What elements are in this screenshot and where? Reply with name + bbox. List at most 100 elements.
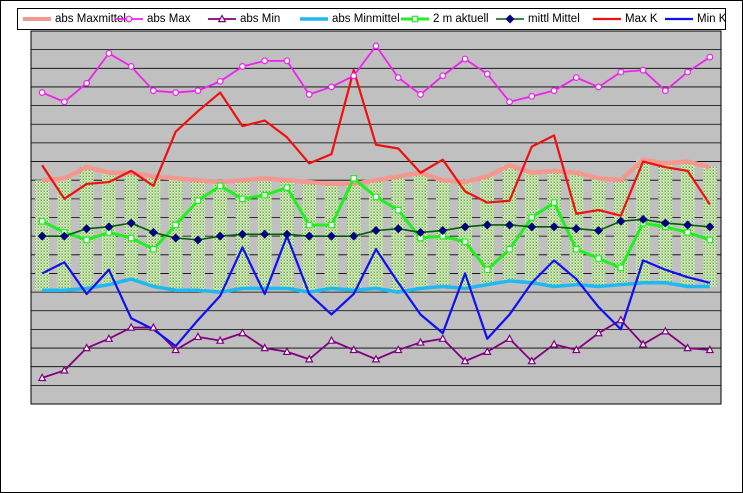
point-abs-min <box>349 345 359 354</box>
point-abs-max <box>684 68 692 76</box>
point-mittl-mittel <box>282 229 292 239</box>
point-abs-max <box>417 91 424 98</box>
point-mittl-mittel <box>260 229 270 239</box>
legend-label: abs Min <box>240 13 281 25</box>
point-abs-max <box>239 63 246 70</box>
point-mittl-mittel <box>193 235 203 245</box>
point-abs-max <box>305 91 313 98</box>
point-2-m-aktuell <box>394 206 402 214</box>
point-abs-max <box>506 98 513 106</box>
point-2-m-aktuell <box>506 245 513 253</box>
point-mittl-mittel <box>104 222 114 232</box>
point-2-m-aktuell <box>483 266 491 274</box>
legend-label: mittl Mittel <box>528 13 580 25</box>
point-abs-min <box>393 345 403 354</box>
point-mittl-mittel <box>482 220 492 230</box>
point-mittl-mittel <box>660 218 670 228</box>
point-abs-min <box>705 345 715 354</box>
point-abs-max <box>150 87 157 95</box>
point-2-m-aktuell <box>528 214 536 221</box>
point-abs-min <box>215 335 225 344</box>
legend-swatch <box>23 17 51 21</box>
range-bar <box>391 176 406 293</box>
point-abs-max <box>550 87 558 95</box>
point-mittl-mittel <box>549 222 559 232</box>
point-abs-min <box>638 339 648 348</box>
legend-label: abs Max <box>147 13 191 25</box>
point-abs-max <box>595 83 602 91</box>
legend-label: Max K <box>625 13 658 25</box>
point-abs-max <box>38 89 46 96</box>
legend-item-abs-min: abs Min <box>207 9 280 29</box>
point-2-m-aktuell <box>150 245 157 253</box>
point-abs-max <box>372 42 380 50</box>
point-2-m-aktuell <box>305 221 313 229</box>
legend-label: Min K <box>697 13 727 25</box>
point-mittl-mittel <box>393 224 403 234</box>
point-abs-min <box>282 347 292 355</box>
point-mittl-mittel <box>438 226 448 236</box>
legend-marker <box>217 14 227 23</box>
point-abs-max <box>216 77 224 85</box>
legend-item-abs-max: abs Max <box>114 9 190 29</box>
point-2-m-aktuell <box>127 234 135 242</box>
point-abs-min <box>60 365 69 374</box>
point-2-m-aktuell <box>684 229 691 236</box>
point-abs-min <box>594 328 603 337</box>
point-2-m-aktuell <box>172 221 179 229</box>
legend-item-max-k: Max K <box>592 9 658 29</box>
point-mittl-mittel <box>215 231 225 241</box>
legend-label: abs Maxmittel <box>55 13 126 25</box>
legend-swatch <box>300 17 328 21</box>
legend-item-min-k: Min K <box>664 9 726 29</box>
point-mittl-mittel <box>505 220 515 230</box>
point-abs-max <box>528 92 536 100</box>
point-abs-min <box>37 373 47 382</box>
point-2-m-aktuell <box>461 238 469 246</box>
point-mittl-mittel <box>705 222 715 232</box>
point-abs-min <box>616 315 626 324</box>
point-abs-min <box>171 345 180 354</box>
point-mittl-mittel <box>237 229 247 239</box>
legend-marker <box>411 15 419 23</box>
point-mittl-mittel <box>171 233 181 243</box>
series-line-abs-maxmittel <box>41 157 711 187</box>
legend-swatch <box>401 15 429 23</box>
point-mittl-mittel <box>326 231 336 241</box>
point-2-m-aktuell <box>595 255 602 262</box>
legend-swatch <box>665 17 693 21</box>
point-2-m-aktuell <box>328 221 335 229</box>
point-abs-max <box>105 49 113 57</box>
point-abs-max <box>261 57 269 65</box>
point-mittl-mittel <box>59 231 69 241</box>
point-abs-max <box>639 66 647 74</box>
point-2-m-aktuell <box>261 191 269 199</box>
point-abs-min <box>126 322 136 331</box>
point-mittl-mittel <box>82 224 92 234</box>
legend-swatch <box>496 14 524 24</box>
range-bar <box>191 180 205 291</box>
point-abs-max <box>661 87 669 95</box>
point-abs-min <box>460 356 470 365</box>
series-line-max-k <box>41 69 711 217</box>
point-abs-min <box>661 326 670 335</box>
point-abs-min <box>238 328 247 337</box>
series-line-abs-minmittel <box>42 277 710 294</box>
point-abs-min <box>549 339 559 348</box>
point-abs-min <box>527 356 537 365</box>
point-abs-min <box>371 354 381 363</box>
point-2-m-aktuell <box>372 193 380 201</box>
point-mittl-mittel <box>616 216 626 226</box>
legend-swatch <box>208 14 236 23</box>
point-abs-max <box>83 79 91 87</box>
point-abs-min <box>304 354 314 363</box>
point-mittl-mittel <box>571 224 581 234</box>
point-mittl-mittel <box>304 231 314 241</box>
point-abs-min <box>260 343 270 352</box>
point-2-m-aktuell <box>550 199 558 206</box>
range-bar <box>480 176 495 285</box>
point-mittl-mittel <box>371 226 381 236</box>
point-mittl-mittel <box>37 231 47 241</box>
point-abs-min <box>82 343 91 352</box>
